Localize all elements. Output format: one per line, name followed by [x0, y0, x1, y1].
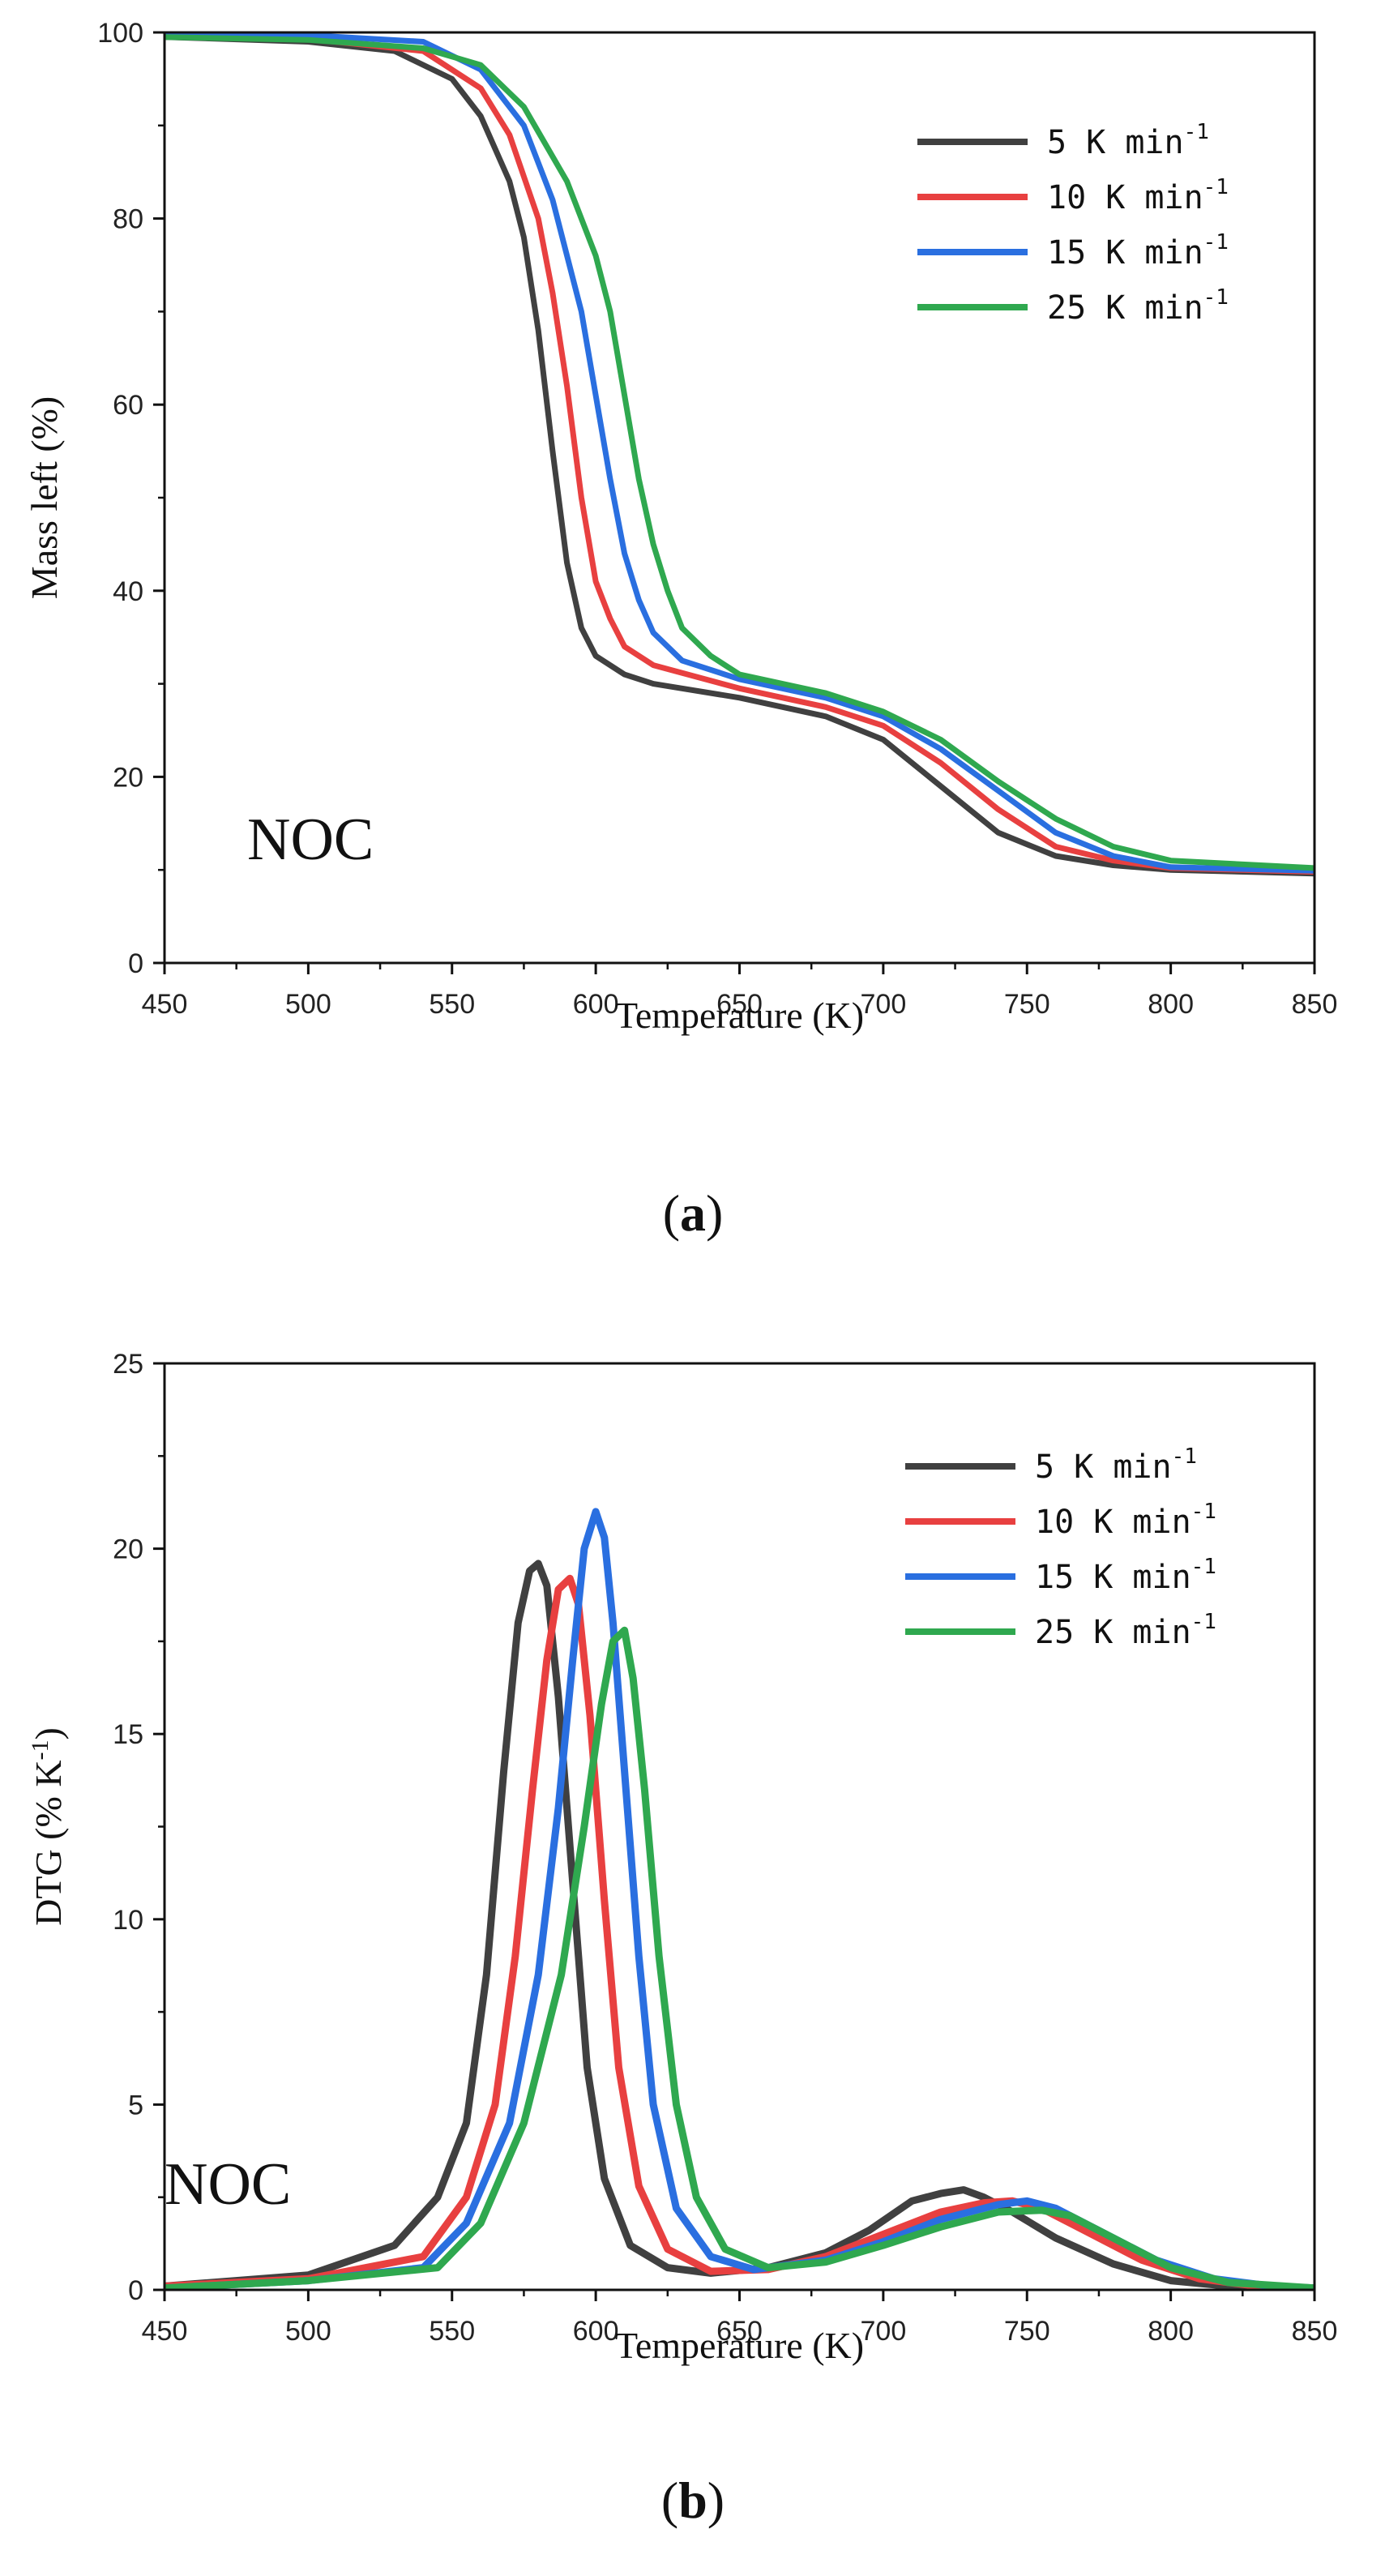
plot-series-group: [165, 32, 1314, 877]
x-tick-label: 850: [1292, 989, 1338, 1020]
x-tick-label: 800: [1148, 2316, 1194, 2347]
x-tick-label: 800: [1148, 989, 1194, 1020]
series-line-1: [165, 1574, 1314, 2290]
legend-label-0: 5 K min-1: [1047, 120, 1209, 161]
y-axis-title: DTG (% K-1): [27, 1727, 69, 1926]
series-line-3: [165, 1626, 1314, 2290]
y-tick-label: 25: [113, 1349, 143, 1380]
y-tick-label: 60: [113, 390, 143, 421]
x-tick-label: 650: [716, 989, 763, 1020]
chart-panel-a: 450 500 550 600 650 700 750 800 850 0 20 40 60 80 100 T…: [24, 18, 1338, 1242]
legend-label-2: 15 K min-1: [1035, 1555, 1216, 1596]
y-tick-label: 15: [113, 1719, 143, 1750]
series-line-0: [165, 34, 1314, 877]
x-tick-label: 500: [285, 989, 331, 1020]
x-tick-label: 600: [573, 2316, 619, 2347]
x-tick-label: 500: [285, 2316, 331, 2347]
x-tick-label: 700: [861, 2316, 907, 2347]
tga-chart: 450 500 550 600 650 700 750 800 850 0 20 40 60 80 100 T…: [24, 18, 1338, 1242]
y-axis-title-close: ): [28, 1727, 69, 1739]
x-tick-label: 550: [429, 989, 475, 1020]
chart-panel-b: 450 500 550 600 650 700 750 800 850 0 5 10 15 20 25 Tem…: [0, 1288, 1385, 2576]
x-axis-title: Temperature (K): [615, 2325, 864, 2366]
series-line-0: [165, 1560, 1314, 2290]
legend-label-1: 10 K min-1: [1047, 175, 1229, 216]
y-tick-label: 40: [113, 576, 143, 607]
x-tick-label: 450: [142, 989, 188, 1020]
legend-label-2: 15 K min-1: [1047, 230, 1229, 272]
dtg-chart: 450 500 550 600 650 700 750 800 850 0 5 10 15 20 25 Tem…: [27, 1349, 1338, 2529]
x-tick-label: 700: [861, 989, 907, 1020]
plot-frame: [163, 1362, 1316, 2291]
legend-label-1: 10 K min-1: [1035, 1500, 1216, 1541]
y-tick-label: 0: [128, 2275, 143, 2306]
series-line-1: [165, 33, 1314, 875]
panel-label: (b): [661, 2471, 725, 2529]
y-tick-label: 10: [113, 1905, 143, 1936]
x-axis-title: Temperature (K): [615, 995, 864, 1036]
y-tick-label: 100: [97, 18, 143, 49]
x-tick-label: 600: [573, 989, 619, 1020]
y-axis-title-sup: -1: [27, 1739, 53, 1760]
x-tick-label: 750: [1004, 989, 1050, 1020]
legend-label-0: 5 K min-1: [1035, 1444, 1197, 1486]
sample-annotation: NOC: [247, 807, 374, 873]
y-tick-label: 20: [113, 1534, 143, 1565]
series-line-2: [165, 32, 1314, 874]
x-tick-label: 850: [1292, 2316, 1338, 2347]
sample-annotation: NOC: [165, 2151, 291, 2218]
x-tick-label: 550: [429, 2316, 475, 2347]
legend-label-3: 25 K min-1: [1035, 1610, 1216, 1651]
y-tick-label: 20: [113, 762, 143, 793]
x-tick-label: 450: [142, 2316, 188, 2347]
panel-label: (a): [663, 1184, 724, 1242]
y-tick-label: 5: [128, 2090, 143, 2120]
legend-label-3: 25 K min-1: [1047, 285, 1229, 327]
series-line-3: [165, 34, 1314, 871]
plot-series-group: [165, 1508, 1314, 2290]
y-tick-label: 80: [113, 204, 143, 235]
x-tick-label: 750: [1004, 2316, 1050, 2347]
x-tick-label: 650: [716, 2316, 763, 2347]
y-axis-title: Mass left (%): [24, 396, 65, 599]
y-tick-label: 0: [128, 948, 143, 979]
